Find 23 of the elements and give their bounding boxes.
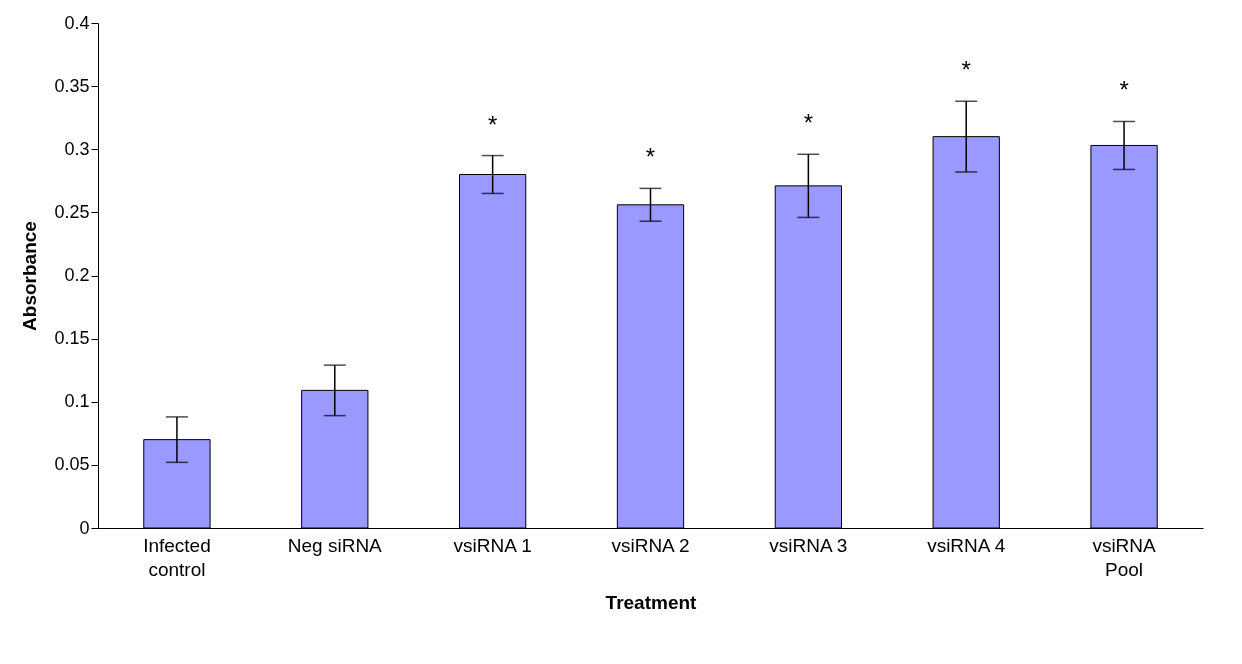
data-label: * xyxy=(1119,76,1129,104)
data-label: * xyxy=(487,110,498,138)
y-tick-label: 0.2 xyxy=(64,265,90,285)
y-tick-label: 0.15 xyxy=(54,328,90,349)
y-axis-title: Absorbance xyxy=(19,221,41,331)
x-tick-label: Neg siRNA xyxy=(287,534,383,556)
data-label: * xyxy=(645,143,656,171)
x-tick-label: vsiRNA Pool xyxy=(1092,534,1157,580)
x-tick-label: vsiRNA 2 xyxy=(611,534,690,556)
x-tick-label: vsiRNA 3 xyxy=(769,534,848,556)
y-tick-label: 0.1 xyxy=(64,391,90,412)
y-tick-label: 0.3 xyxy=(64,138,90,159)
y-tick-label: 0.35 xyxy=(54,75,90,96)
y-tick-label: 0 xyxy=(79,517,90,538)
x-axis-title: Treatment xyxy=(605,591,698,613)
x-tick-label: vsiRNA 1 xyxy=(453,534,532,556)
x-tick-label: vsiRNA 4 xyxy=(927,534,1006,556)
data-label: * xyxy=(961,56,971,84)
y-tick-label: 0.4 xyxy=(64,12,90,33)
y-tick-label: 0.25 xyxy=(54,201,90,222)
x-tick-label: Infected control xyxy=(143,534,211,580)
y-tick-label: 0.05 xyxy=(54,454,90,475)
data-label: * xyxy=(803,109,814,137)
